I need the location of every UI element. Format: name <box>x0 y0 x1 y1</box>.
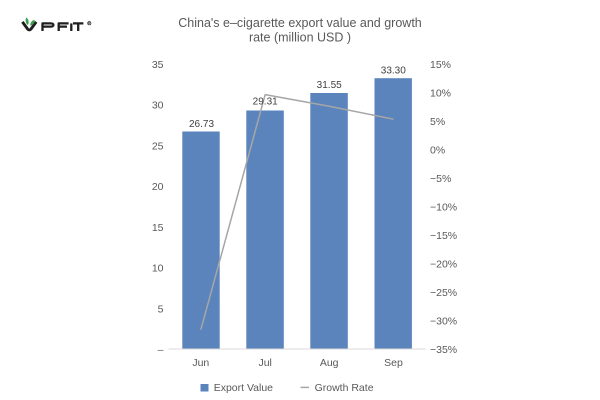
svg-text:0%: 0% <box>430 145 445 157</box>
svg-text:5%: 5% <box>430 116 445 128</box>
svg-text:−35%: −35% <box>430 344 457 356</box>
svg-text:−15%: −15% <box>430 230 457 242</box>
svg-text:Growth Rate: Growth Rate <box>315 382 374 394</box>
svg-text:5: 5 <box>158 303 164 315</box>
svg-text:35: 35 <box>152 59 164 71</box>
svg-text:Export Value: Export Value <box>214 382 273 394</box>
svg-text:29.31: 29.31 <box>253 97 278 108</box>
svg-text:31.55: 31.55 <box>317 80 342 91</box>
svg-text:10: 10 <box>152 263 164 275</box>
svg-text:15: 15 <box>152 222 164 234</box>
svg-text:China's e–cigarette export val: China's e–cigarette export value and gro… <box>178 16 422 30</box>
svg-text:−30%: −30% <box>430 316 457 328</box>
svg-text:20: 20 <box>152 181 164 193</box>
svg-text:Aug: Aug <box>320 357 339 369</box>
svg-text:Jun: Jun <box>192 357 209 369</box>
svg-text:rate (million USD ): rate (million USD ) <box>249 31 351 45</box>
svg-text:15%: 15% <box>430 59 451 71</box>
svg-text:−25%: −25% <box>430 287 457 299</box>
svg-text:−20%: −20% <box>430 259 457 271</box>
svg-text:−10%: −10% <box>430 202 457 214</box>
svg-text:26.73: 26.73 <box>189 119 214 130</box>
svg-text:25: 25 <box>152 140 164 152</box>
svg-text:−5%: −5% <box>430 173 451 185</box>
svg-text:10%: 10% <box>430 88 451 100</box>
svg-text:Sep: Sep <box>384 357 403 369</box>
svg-text:Jul: Jul <box>258 357 271 369</box>
svg-text:30: 30 <box>152 100 164 112</box>
svg-text:33.30: 33.30 <box>381 66 406 77</box>
svg-text:–: – <box>158 344 164 356</box>
